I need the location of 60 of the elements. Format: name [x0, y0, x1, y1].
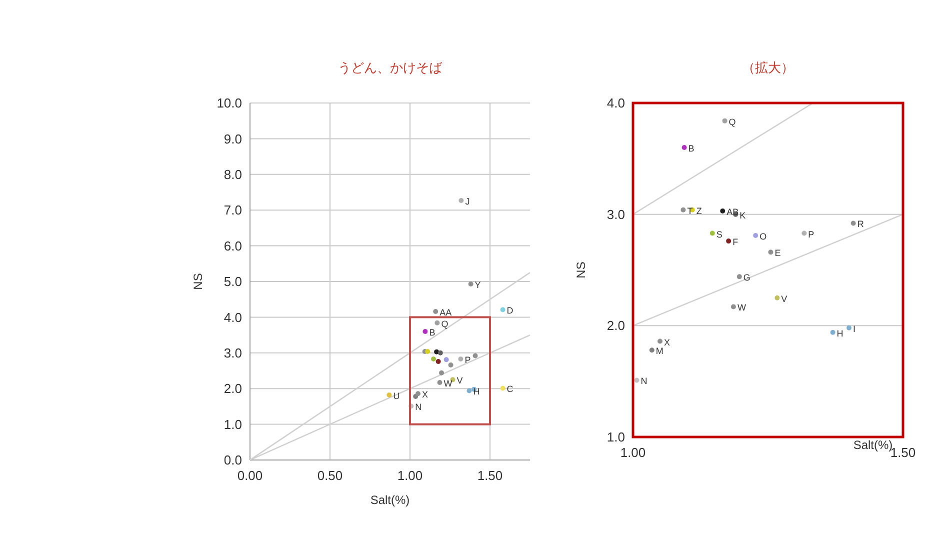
annotation: N: [640, 376, 648, 386]
y-tick-label: 3.0: [606, 206, 625, 222]
y-tick-label: 6.0: [224, 238, 242, 254]
annotation: P: [808, 229, 814, 240]
y-tick-label: 8.0: [224, 166, 242, 182]
y-tick-label: 9.0: [224, 131, 242, 146]
annotation: U: [393, 391, 400, 402]
chart-title: うどん、かけそば: [338, 60, 443, 75]
annotation: H: [836, 328, 844, 338]
y-axis-title: NS: [191, 273, 205, 290]
y-tick-label: 3.0: [224, 345, 242, 360]
y-tick-label: 5.0: [224, 274, 242, 290]
annotation: W: [444, 378, 453, 389]
annotation: S: [716, 229, 722, 240]
annotation: T: [687, 206, 694, 216]
annotation: X: [664, 337, 670, 348]
annotation: H: [473, 386, 480, 397]
y-tick-label: 1.0: [224, 416, 242, 432]
x-axis-title: Salt(%): [853, 438, 893, 452]
annotation: P: [464, 354, 471, 365]
annotation: I: [853, 324, 856, 334]
annotation: C: [506, 384, 514, 394]
annotation: X: [422, 390, 428, 400]
x-tick-label: 0.00: [237, 468, 263, 483]
annotation: M: [656, 346, 664, 356]
annotation: D: [506, 306, 514, 316]
annotation: Y: [474, 280, 481, 290]
y-tick-label: 7.0: [224, 202, 242, 218]
annotation: V: [456, 376, 463, 386]
y-tick-label: 2.0: [606, 318, 625, 334]
y-tick-label: 1.0: [606, 430, 625, 445]
annotation: Q: [728, 116, 736, 127]
annotation: R: [857, 219, 864, 230]
annotation: F: [732, 237, 739, 248]
y-tick-label: 2.0: [224, 381, 242, 396]
annotation: J: [465, 196, 470, 206]
annotation: O: [760, 231, 767, 242]
annotation: Z: [696, 206, 702, 216]
annotation: W: [737, 302, 746, 313]
x-tick-label: 0.50: [317, 468, 343, 483]
chart-title: （拡大）: [742, 60, 794, 75]
y-tick-label: 10.0: [216, 96, 242, 111]
x-axis-title: Salt(%): [370, 493, 410, 507]
annotation: AB: [726, 206, 739, 217]
annotation: E: [774, 248, 781, 258]
x-tick-label: 1.00: [397, 468, 423, 483]
annotation: B: [429, 327, 436, 338]
y-tick-label: 4.0: [606, 96, 625, 111]
y-tick-label: 4.0: [224, 310, 242, 325]
y-axis-title: NS: [574, 262, 588, 278]
annotation: B: [688, 144, 694, 154]
annotation: G: [743, 272, 750, 283]
annotation: AA: [440, 307, 452, 318]
x-tick-label: 1.50: [477, 468, 503, 483]
x-tick-label: 1.00: [620, 445, 646, 460]
annotation: V: [781, 294, 788, 304]
annotation: Q: [441, 318, 448, 329]
y-tick-label: 0.0: [224, 452, 242, 468]
annotation: N: [415, 402, 422, 412]
annotation: K: [740, 210, 746, 220]
